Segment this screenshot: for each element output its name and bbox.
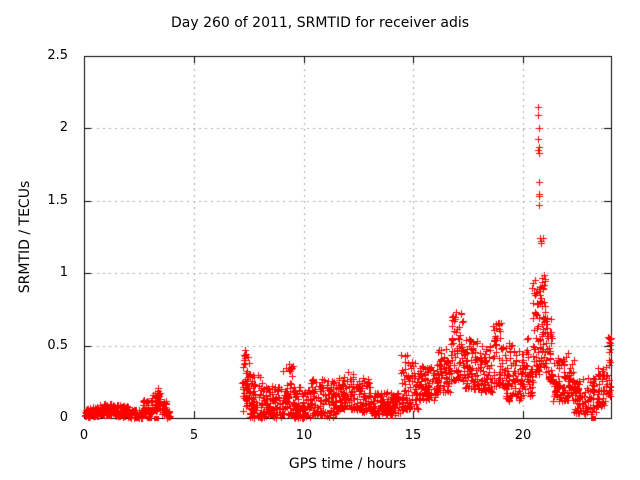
y-tick-label: 1.5	[47, 193, 68, 208]
x-axis-label: GPS time / hours	[288, 456, 407, 472]
x-tick-label: 5	[189, 428, 199, 443]
y-tick-label: 2	[59, 120, 68, 135]
y-tick-label: 0.5	[47, 338, 68, 353]
x-tick-label: 20	[514, 428, 532, 443]
y-tick-label: 2.5	[47, 48, 68, 63]
x-tick-label: 0	[79, 428, 89, 443]
y-tick-label: 0	[59, 410, 68, 425]
x-tick-label: 10	[295, 428, 313, 443]
chart-title: Day 260 of 2011, SRMTID for receiver adi…	[170, 15, 470, 31]
y-tick-label: 1	[59, 265, 68, 280]
x-tick-label: 15	[404, 428, 422, 443]
